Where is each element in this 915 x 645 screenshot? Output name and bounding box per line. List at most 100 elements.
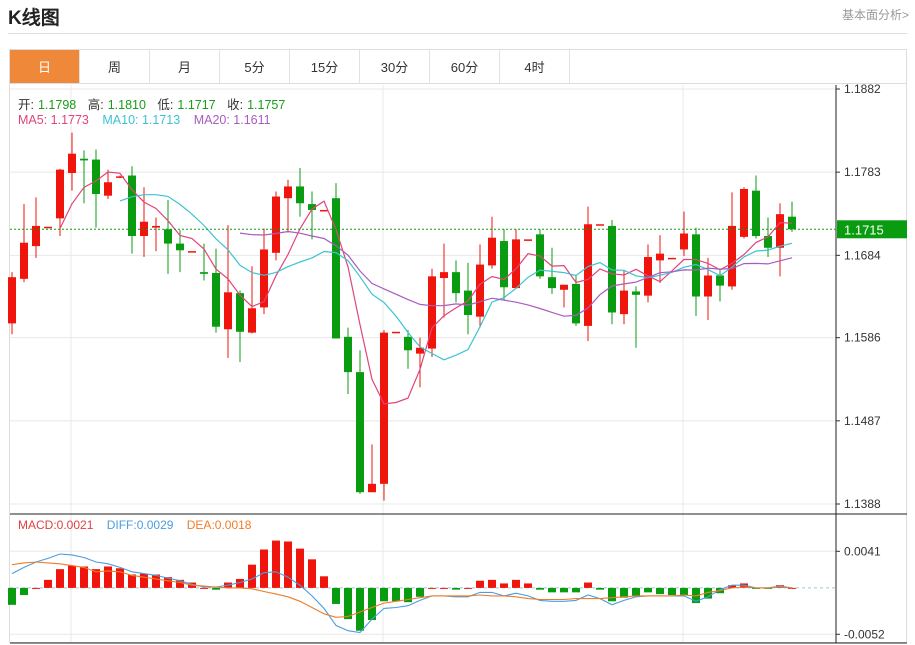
macd-bar [236,578,244,588]
candle-up [740,188,748,237]
open-value: 1.1798 [37,98,77,112]
candle-up [68,153,76,174]
candle-up [56,169,64,219]
candle-down [128,175,136,237]
macd-bar [680,587,688,596]
candle-up [596,224,604,226]
candle-down [236,293,244,332]
low-label: 低: [157,98,174,112]
candle-down [308,204,316,210]
macd-bar [356,587,364,631]
macd-bar [656,587,664,595]
high-label: 高: [87,98,104,112]
candle-up [416,347,424,354]
macd-bar [8,587,16,605]
macd-bar [164,577,172,588]
candle-up [704,275,712,297]
candle-up [260,249,268,308]
macd-bar [404,587,412,603]
candle-up [524,239,532,241]
y-tick-label: 1.1388 [844,497,881,511]
macd-bar [152,574,160,588]
candle-up [188,251,196,253]
macd-bar [620,587,628,598]
tab-week[interactable]: 周 [80,50,150,83]
candle-up [284,186,292,199]
macd-bar [344,587,352,620]
candle-up [668,257,676,260]
tab-15min[interactable]: 15分 [290,50,360,83]
candle-down [92,159,100,195]
macd-value: MACD:0.0021 [18,518,94,532]
tab-30min[interactable]: 30分 [360,50,430,83]
candle-down [404,336,412,351]
macd-bar [788,587,796,589]
ma5-value: MA5: 1.1773 [18,113,89,127]
candle-down [452,272,460,294]
y-tick-label: 1.1882 [844,82,881,96]
candle-down [344,336,352,373]
macd-bar [608,587,616,602]
candle-down [608,225,616,313]
macd-bar [428,587,436,589]
macd-bar [440,587,448,589]
macd-tick-label: -0.0052 [844,627,885,641]
candle-up [560,284,568,290]
macd-bar [452,587,460,590]
macd-bar [248,564,256,588]
macd-bar [92,569,100,588]
low-value: 1.1717 [177,98,216,112]
macd-bar [212,587,220,590]
candle-up [152,225,160,228]
tab-day[interactable]: 日 [10,50,80,83]
candle-up [248,308,256,333]
macd-bar [200,587,208,589]
macd-bar [596,587,604,590]
diff-value: DIFF:0.0029 [106,518,174,532]
tab-month[interactable]: 月 [150,50,220,83]
macd-legend: MACD:0.0021 DIFF:0.0029 DEA:0.0018 [18,518,255,532]
macd-bar [56,569,64,588]
page-title: K线图 [8,8,60,29]
candle-down [536,234,544,277]
macd-bar [176,579,184,588]
candle-up [20,242,28,279]
macd-bar [308,559,316,588]
candle-up [320,209,328,212]
open-label: 开: [18,98,34,112]
y-tick-label: 1.1684 [844,248,881,262]
macd-bar [368,587,376,621]
candle-up [476,264,484,317]
candle-up [224,292,232,330]
macd-bar [584,582,592,588]
candle-up [272,196,280,253]
tab-5min[interactable]: 5分 [220,50,290,83]
ohlc-legend: 开: 1.1798 高: 1.1810 低: 1.1717 收: 1.1757 [18,94,293,113]
period-tabs: 日 周 月 5分 15分 30分 60分 4时 [9,49,907,84]
moving-averages [59,171,793,405]
macd-bar [416,587,424,597]
tab-4hour[interactable]: 4时 [500,50,570,83]
candle-up [728,225,736,287]
candle-up [512,239,520,289]
macd-bar [284,541,292,588]
macd-bar [140,573,148,588]
macd-bar [668,587,676,596]
macd-bar [512,579,520,588]
candle-up [620,290,628,315]
macd-bar [68,565,76,588]
macd-bar [296,548,304,588]
candle-up [380,332,388,484]
tab-60min[interactable]: 60分 [430,50,500,83]
divider [8,33,907,34]
macd-bar [464,587,472,589]
macd-bar [272,540,280,588]
macd-bar [560,587,568,593]
candle-down [164,229,172,244]
ma5-line [59,171,793,405]
dea-line [11,561,793,618]
macd-bar [704,587,712,599]
candle-down [332,198,340,339]
fundamental-analysis-link[interactable]: 基本面分析> [841,8,909,22]
